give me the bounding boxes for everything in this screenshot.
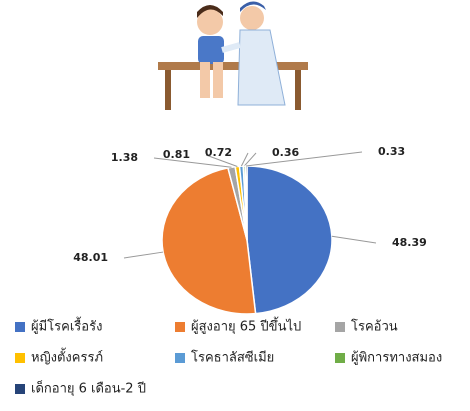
value-label: 1.38 <box>111 151 138 164</box>
leader-line <box>246 151 363 167</box>
illustration <box>158 1 308 110</box>
value-label: 48.39 <box>392 236 427 249</box>
value-label: 0.81 <box>163 148 190 161</box>
bench-leg <box>165 70 171 110</box>
value-label: 0.36 <box>272 146 299 159</box>
value-label: 0.33 <box>378 145 405 158</box>
legend-swatch <box>15 384 25 394</box>
child-shirt <box>198 36 224 64</box>
leader-line <box>243 152 257 167</box>
legend-label: เด็กอายุ 6 เดือน-2 ปี <box>31 379 146 397</box>
legend-label: โรคธาลัสซีเมีย <box>191 350 274 366</box>
legend-label: ผู้มีโรคเรื้อรัง <box>31 317 102 335</box>
nurse-cap <box>240 1 266 12</box>
legend-label: ผู้พิการทางสมอง <box>351 351 442 366</box>
legend-swatch <box>15 322 25 332</box>
nurse-head <box>240 6 264 30</box>
pie: 48.39 48.01 1.38 0.81 0.72 0.36 0.33 <box>73 145 427 315</box>
value-label: 48.01 <box>73 251 108 264</box>
legend-swatch <box>335 353 345 363</box>
nurse-coat <box>237 29 286 106</box>
leader-line <box>205 154 238 167</box>
legend: ผู้มีโรคเรื้อรัง ผู้สูงอายุ 65 ปีขึ้นไป โร… <box>15 317 442 397</box>
value-label: 0.72 <box>205 146 232 159</box>
legend-label: โรคอ้วน <box>351 319 398 335</box>
child-leg <box>200 62 210 98</box>
leader-line <box>153 157 232 168</box>
pie-slice <box>246 165 333 315</box>
leader-line <box>331 235 377 244</box>
child-hair <box>197 5 223 18</box>
bench <box>158 62 308 70</box>
leader-line <box>240 152 249 167</box>
nurse-arm <box>221 42 241 53</box>
legend-swatch <box>15 353 25 363</box>
legend-label: หญิงตั้งครรภ์ <box>31 348 103 366</box>
legend-swatch <box>175 353 185 363</box>
child-leg <box>213 62 223 98</box>
leader-line <box>123 251 164 259</box>
bench-leg <box>295 70 301 110</box>
legend-swatch <box>335 322 345 332</box>
child-head <box>197 9 223 35</box>
legend-label: ผู้สูงอายุ 65 ปีขึ้นไป <box>191 317 301 335</box>
legend-swatch <box>175 322 185 332</box>
